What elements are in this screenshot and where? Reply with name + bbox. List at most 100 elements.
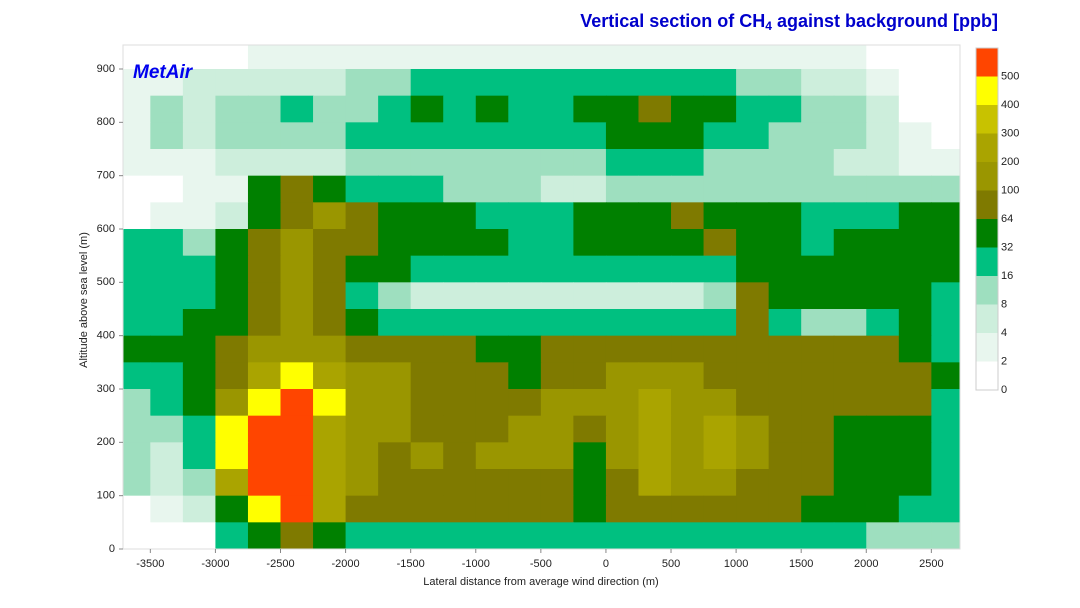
contour-cell: [182, 442, 217, 470]
contour-cell: [605, 309, 640, 337]
contour-cell: [123, 45, 151, 70]
contour-cell: [801, 495, 835, 523]
contour-cell: [475, 389, 509, 417]
contour-cell: [475, 45, 509, 70]
contour-cell: [247, 69, 282, 97]
colorbar-box: [976, 219, 998, 248]
contour-cell: [410, 45, 444, 70]
contour-cell: [605, 45, 640, 70]
contour-cell: [703, 175, 737, 203]
contour-cell: [123, 469, 151, 497]
contour-cell: [247, 522, 282, 549]
contour-cell: [123, 389, 151, 417]
contour-cell: [475, 122, 509, 150]
contour-cell: [378, 495, 412, 523]
contour-cell: [345, 469, 379, 497]
contour-cell: [736, 122, 770, 150]
contour-cell: [898, 469, 932, 497]
contour-cell: [508, 202, 542, 230]
colorbar-box: [976, 333, 998, 362]
contour-cell: [215, 309, 249, 337]
contour-cell: [410, 229, 444, 257]
title-text: Vertical section of CH: [580, 11, 765, 31]
contour-cell: [247, 469, 282, 497]
contour-cell: [671, 149, 705, 177]
contour-cell: [833, 255, 867, 283]
contour-cell: [931, 335, 960, 363]
contour-cell: [638, 122, 672, 150]
colorbar-box: [976, 190, 998, 219]
contour-cell: [801, 522, 835, 549]
contour-cell: [931, 282, 960, 310]
contour-cell: [898, 45, 932, 70]
contour-cell: [508, 469, 542, 497]
contour-cell: [443, 442, 477, 470]
contour-cell: [475, 442, 509, 470]
y-tick-label: 100: [97, 490, 115, 502]
contour-cell: [443, 95, 477, 123]
contour-cell: [508, 255, 542, 283]
contour-cell: [345, 175, 379, 203]
contour-cell: [866, 495, 900, 523]
colorbar-box: [976, 247, 998, 276]
contour-cell: [508, 122, 542, 150]
contour-cell: [671, 415, 705, 443]
contour-cell: [605, 69, 640, 97]
contour-cell: [898, 362, 932, 390]
contour-cell: [801, 309, 835, 337]
contour-cell: [182, 389, 217, 417]
contour-cell: [378, 469, 412, 497]
colorbar-box: [976, 76, 998, 105]
contour-cell: [443, 415, 477, 443]
contour-cell: [345, 522, 379, 549]
contour-cell: [410, 389, 444, 417]
contour-cell: [931, 122, 960, 150]
contour-cell: [182, 495, 217, 523]
contour-cell: [215, 442, 249, 470]
contour-cell: [150, 229, 184, 257]
contour-cell: [247, 122, 282, 150]
contour-cell: [703, 45, 737, 70]
contour-cell: [215, 69, 249, 97]
contour-cell: [247, 495, 282, 523]
contour-cell: [280, 469, 314, 497]
contour-cell: [573, 309, 607, 337]
contour-cell: [768, 122, 802, 150]
contour-cell: [247, 45, 282, 70]
contour-cell: [150, 175, 184, 203]
contour-cell: [703, 95, 737, 123]
contour-cell: [345, 362, 379, 390]
contour-cell: [540, 229, 574, 257]
contour-cell: [638, 202, 672, 230]
x-tick-label: -500: [530, 558, 552, 570]
contour-cell: [703, 282, 737, 310]
contour-cell: [898, 255, 932, 283]
contour-cell: [573, 175, 607, 203]
contour-cell: [215, 335, 249, 363]
contour-cell: [247, 229, 282, 257]
contour-cell: [508, 495, 542, 523]
contour-cell: [280, 202, 314, 230]
contour-cell: [475, 95, 509, 123]
contour-cell: [833, 469, 867, 497]
colorbar-label: 300: [1001, 127, 1019, 139]
contour-cell: [150, 122, 184, 150]
contour-cell: [605, 495, 640, 523]
colorbar-label: 200: [1001, 156, 1019, 168]
contour-cell: [475, 495, 509, 523]
contour-cell: [898, 95, 932, 123]
contour-cell: [898, 495, 932, 523]
contour-cell: [801, 335, 835, 363]
contour-cell: [150, 495, 184, 523]
contour-cell: [443, 469, 477, 497]
contour-cell: [898, 202, 932, 230]
colorbar-label: 8: [1001, 298, 1007, 310]
contour-cell: [150, 362, 184, 390]
contour-cell: [123, 95, 151, 123]
contour-cell: [768, 362, 802, 390]
contour-cell: [801, 282, 835, 310]
contour-cell: [833, 415, 867, 443]
x-tick-label: -1500: [397, 558, 425, 570]
contour-cell: [866, 149, 900, 177]
contour-cell: [443, 309, 477, 337]
